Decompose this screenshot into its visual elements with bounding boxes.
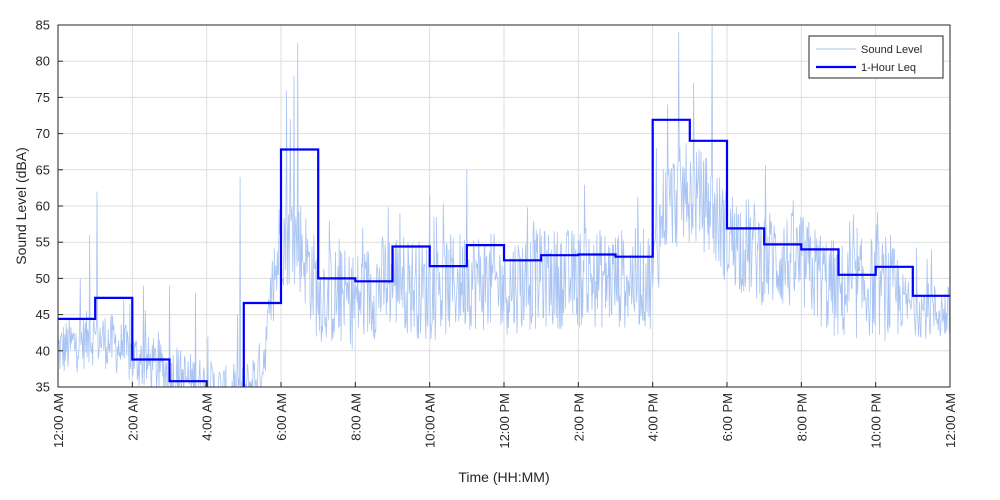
y-tick-label: 70 [36,126,50,141]
x-tick-label: 10:00 AM [423,393,438,448]
legend-box [808,35,944,79]
x-tick-label: 4:00 AM [200,393,215,441]
x-axis-label: Time (HH:MM) [458,469,549,485]
x-tick-label: 4:00 PM [646,393,661,441]
grid-lines [57,24,951,388]
y-tick-label: 85 [36,18,50,33]
x-tick-label: 2:00 AM [125,393,140,441]
legend-label-sound-level: Sound Level [861,44,922,56]
x-tick-label: 12:00 PM [497,393,512,449]
x-tick-label: 6:00 PM [720,393,735,441]
y-axis-ticks: 35 40 45 50 55 60 65 70 75 80 85 [36,18,63,395]
y-axis-label: Sound Level (dBA) [13,147,29,265]
x-tick-label: 8:00 AM [348,393,363,441]
y-tick-label: 40 [36,343,50,358]
x-tick-label: 12:00 AM [943,393,958,448]
sound-level-line [58,25,950,387]
leq-series [58,118,950,387]
y-tick-label: 45 [36,307,50,322]
y-tick-label: 55 [36,235,50,250]
x-tick-label: 6:00 AM [274,393,289,441]
leq-stairs-line [58,118,950,387]
y-tick-label: 50 [36,271,50,286]
y-tick-label: 65 [36,162,50,177]
y-tick-label: 80 [36,54,50,69]
y-tick-label: 35 [36,380,50,395]
y-tick-label: 75 [36,90,50,105]
legend: Sound Level 1-Hour Leq [808,35,944,79]
x-tick-label: 8:00 PM [794,393,809,441]
x-tick-label: 12:00 AM [51,393,66,448]
x-axis-ticks: 12:00 AM 2:00 AM 4:00 AM 6:00 AM 8:00 AM 10:0… [51,382,958,449]
x-tick-label: 10:00 PM [869,393,884,449]
x-tick-label: 2:00 PM [571,393,586,441]
legend-label-leq: 1-Hour Leq [861,62,916,74]
sound-level-series [58,25,950,387]
y-tick-label: 60 [36,199,50,214]
